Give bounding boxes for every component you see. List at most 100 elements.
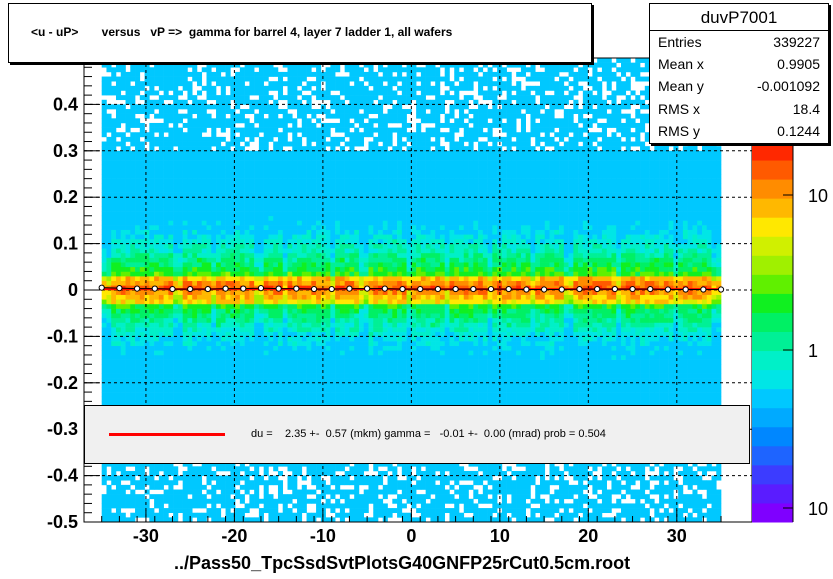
heatmap-cell bbox=[354, 494, 360, 500]
heatmap-cell bbox=[225, 76, 231, 82]
heatmap-cell bbox=[225, 118, 231, 124]
heatmap-cell bbox=[187, 359, 193, 365]
heatmap-cell bbox=[187, 192, 193, 198]
heatmap-cell bbox=[306, 350, 312, 356]
heatmap-cell bbox=[349, 308, 355, 314]
heatmap-cell bbox=[206, 387, 212, 393]
heatmap-cell bbox=[168, 197, 174, 203]
heatmap-cell bbox=[239, 317, 245, 323]
heatmap-cell bbox=[158, 211, 164, 217]
heatmap-cell bbox=[149, 215, 155, 221]
heatmap-cell bbox=[297, 508, 303, 514]
heatmap-cell bbox=[330, 150, 336, 156]
heatmap-cell bbox=[154, 211, 160, 217]
heatmap-cell bbox=[192, 178, 198, 184]
heatmap-cell bbox=[220, 368, 226, 374]
heatmap-cell bbox=[254, 225, 260, 230]
heatmap-cell bbox=[311, 313, 317, 319]
heatmap-cell bbox=[144, 308, 150, 314]
heatmap-cell bbox=[163, 141, 169, 147]
heatmap-cell bbox=[344, 243, 350, 249]
heatmap-cell bbox=[358, 192, 365, 198]
heatmap-cell bbox=[135, 132, 141, 138]
heatmap-cell bbox=[254, 266, 260, 272]
heatmap-cell bbox=[339, 178, 345, 184]
heatmap-cell bbox=[297, 382, 303, 388]
heatmap-cell bbox=[244, 378, 250, 384]
heatmap-cell bbox=[239, 364, 245, 370]
heatmap-cell bbox=[273, 132, 279, 138]
heatmap-cell bbox=[249, 480, 255, 486]
heatmap-cell bbox=[325, 341, 331, 346]
heatmap-cell bbox=[239, 336, 245, 342]
heatmap-cell bbox=[339, 303, 345, 309]
heatmap-cell bbox=[316, 76, 322, 82]
heatmap-cell bbox=[363, 350, 369, 356]
heatmap-cell bbox=[101, 303, 107, 309]
heatmap-cell bbox=[311, 359, 317, 365]
heatmap-cell bbox=[149, 401, 155, 407]
heatmap-cell bbox=[363, 368, 369, 374]
heatmap-cell bbox=[335, 480, 341, 486]
heatmap-cell bbox=[192, 150, 198, 156]
heatmap-cell bbox=[130, 294, 136, 300]
heatmap-cell bbox=[206, 294, 212, 300]
heatmap-cell bbox=[344, 95, 350, 101]
heatmap-cell bbox=[235, 373, 241, 379]
heatmap-cell bbox=[168, 248, 174, 254]
heatmap-cell bbox=[301, 67, 307, 73]
heatmap-cell bbox=[349, 303, 355, 309]
heatmap-cell bbox=[168, 503, 174, 509]
heatmap-cell bbox=[230, 257, 236, 263]
heatmap-cell bbox=[192, 238, 198, 244]
heatmap-cell bbox=[206, 155, 212, 161]
heatmap-cell bbox=[335, 169, 341, 175]
heatmap-cell bbox=[268, 215, 274, 221]
heatmap-cell bbox=[211, 71, 217, 77]
heatmap-cell bbox=[120, 141, 126, 147]
heatmap-cell bbox=[330, 378, 336, 384]
heatmap-cell bbox=[339, 122, 345, 128]
heatmap-cell bbox=[125, 494, 131, 500]
heatmap-cell bbox=[173, 71, 179, 77]
heatmap-cell bbox=[282, 141, 288, 147]
heatmap-cell bbox=[196, 378, 203, 384]
heatmap-cell bbox=[273, 243, 279, 249]
heatmap-cell bbox=[139, 127, 145, 133]
heatmap-cell bbox=[111, 503, 117, 509]
heatmap-cell bbox=[125, 266, 131, 272]
heatmap-cell bbox=[115, 480, 122, 486]
heatmap-cell bbox=[254, 484, 260, 490]
heatmap-cell bbox=[311, 109, 317, 114]
heatmap-cell bbox=[349, 62, 355, 68]
heatmap-cell bbox=[154, 271, 160, 277]
heatmap-cell bbox=[120, 498, 126, 504]
heatmap-cell bbox=[158, 392, 164, 398]
heatmap-cell bbox=[282, 136, 288, 142]
heatmap-cell bbox=[163, 243, 169, 249]
heatmap-cell bbox=[235, 127, 241, 133]
heatmap-cell bbox=[292, 512, 298, 518]
heatmap-cell bbox=[177, 81, 183, 87]
heatmap-cell bbox=[230, 187, 236, 193]
heatmap-cell bbox=[316, 387, 322, 393]
heatmap-cell bbox=[316, 364, 322, 370]
heatmap-cell bbox=[325, 215, 331, 221]
heatmap-cell bbox=[330, 136, 336, 142]
heatmap-cell bbox=[211, 122, 217, 128]
heatmap-cell bbox=[277, 248, 284, 254]
heatmap-cell bbox=[206, 187, 212, 193]
heatmap-cell bbox=[163, 303, 169, 309]
heatmap-cell bbox=[258, 359, 264, 365]
heatmap-cell bbox=[182, 294, 188, 300]
heatmap-cell bbox=[154, 234, 160, 240]
heatmap-cell bbox=[220, 192, 226, 198]
heatmap-cell bbox=[220, 498, 226, 504]
heatmap-cell bbox=[282, 461, 288, 467]
heatmap-cell bbox=[220, 220, 226, 226]
heatmap-cell bbox=[111, 336, 117, 342]
heatmap-cell bbox=[258, 71, 264, 77]
heatmap-cell bbox=[196, 211, 203, 217]
heatmap-cell bbox=[249, 266, 255, 272]
heatmap-cell bbox=[358, 280, 365, 286]
